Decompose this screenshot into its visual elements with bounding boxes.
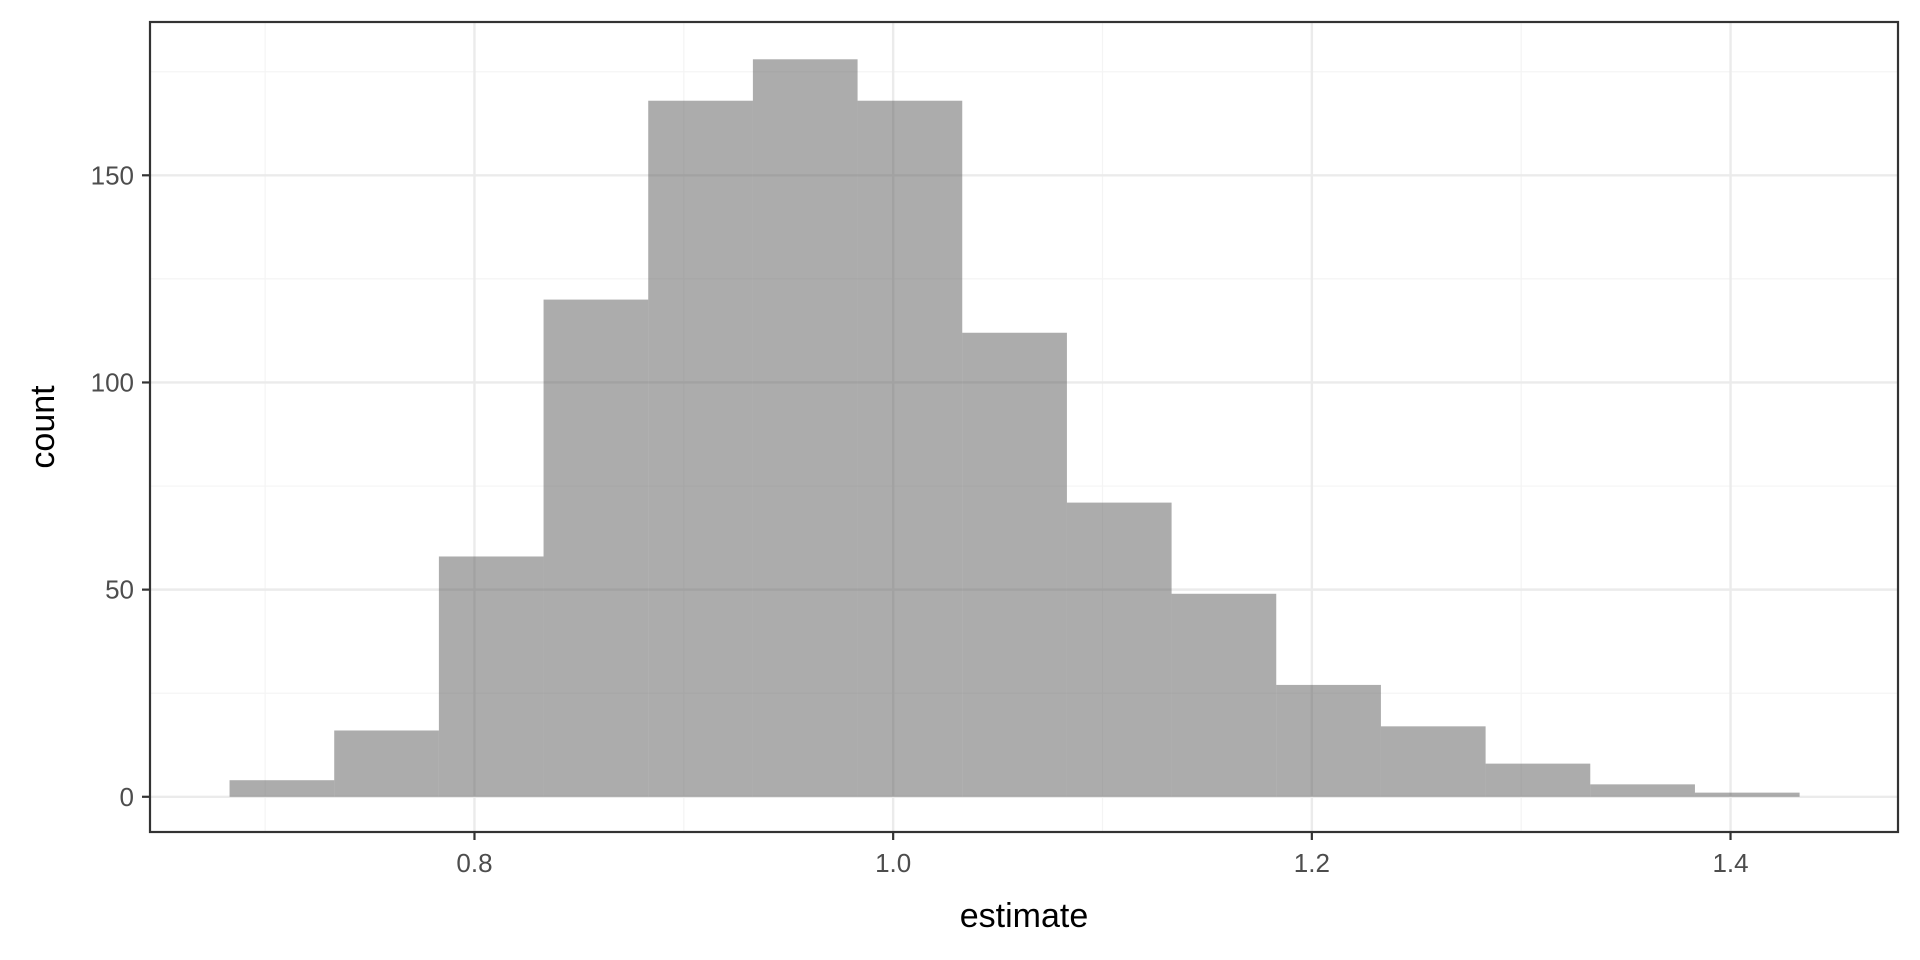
histogram-bar [648,100,753,797]
x-axis-ticks: 0.8 1.0 1.2 1.4 [456,832,1749,878]
y-tick-label: 0 [120,782,134,812]
x-axis-title: estimate [960,897,1089,935]
histogram-bar [229,780,335,797]
y-tick-label: 100 [91,367,134,397]
x-tick-label: 1.4 [1712,848,1748,878]
y-tick-label: 50 [105,575,134,605]
histogram-bar [1590,784,1695,797]
histogram-bar [1276,684,1381,797]
histogram-bars [229,59,1800,797]
histogram-bar [1694,792,1800,797]
panel-border [148,20,1900,834]
histogram-bar [334,730,439,797]
histogram-bar [962,332,1067,797]
x-tick-label: 0.8 [456,848,492,878]
y-tick-label: 150 [91,160,134,190]
x-tick-label: 1.0 [875,848,911,878]
x-tick-label: 1.2 [1294,848,1330,878]
histogram-bar [857,100,963,797]
histogram-bar [1171,593,1277,797]
histogram-bar [1380,726,1486,797]
histogram-bar [752,59,858,797]
histogram-bar [543,299,649,797]
histogram-bar [1066,502,1172,797]
histogram-bar [1485,763,1591,797]
y-axis-title: count [24,385,62,469]
y-axis-ticks: 0 50 100 150 [91,160,150,812]
histogram-bar [438,556,544,797]
